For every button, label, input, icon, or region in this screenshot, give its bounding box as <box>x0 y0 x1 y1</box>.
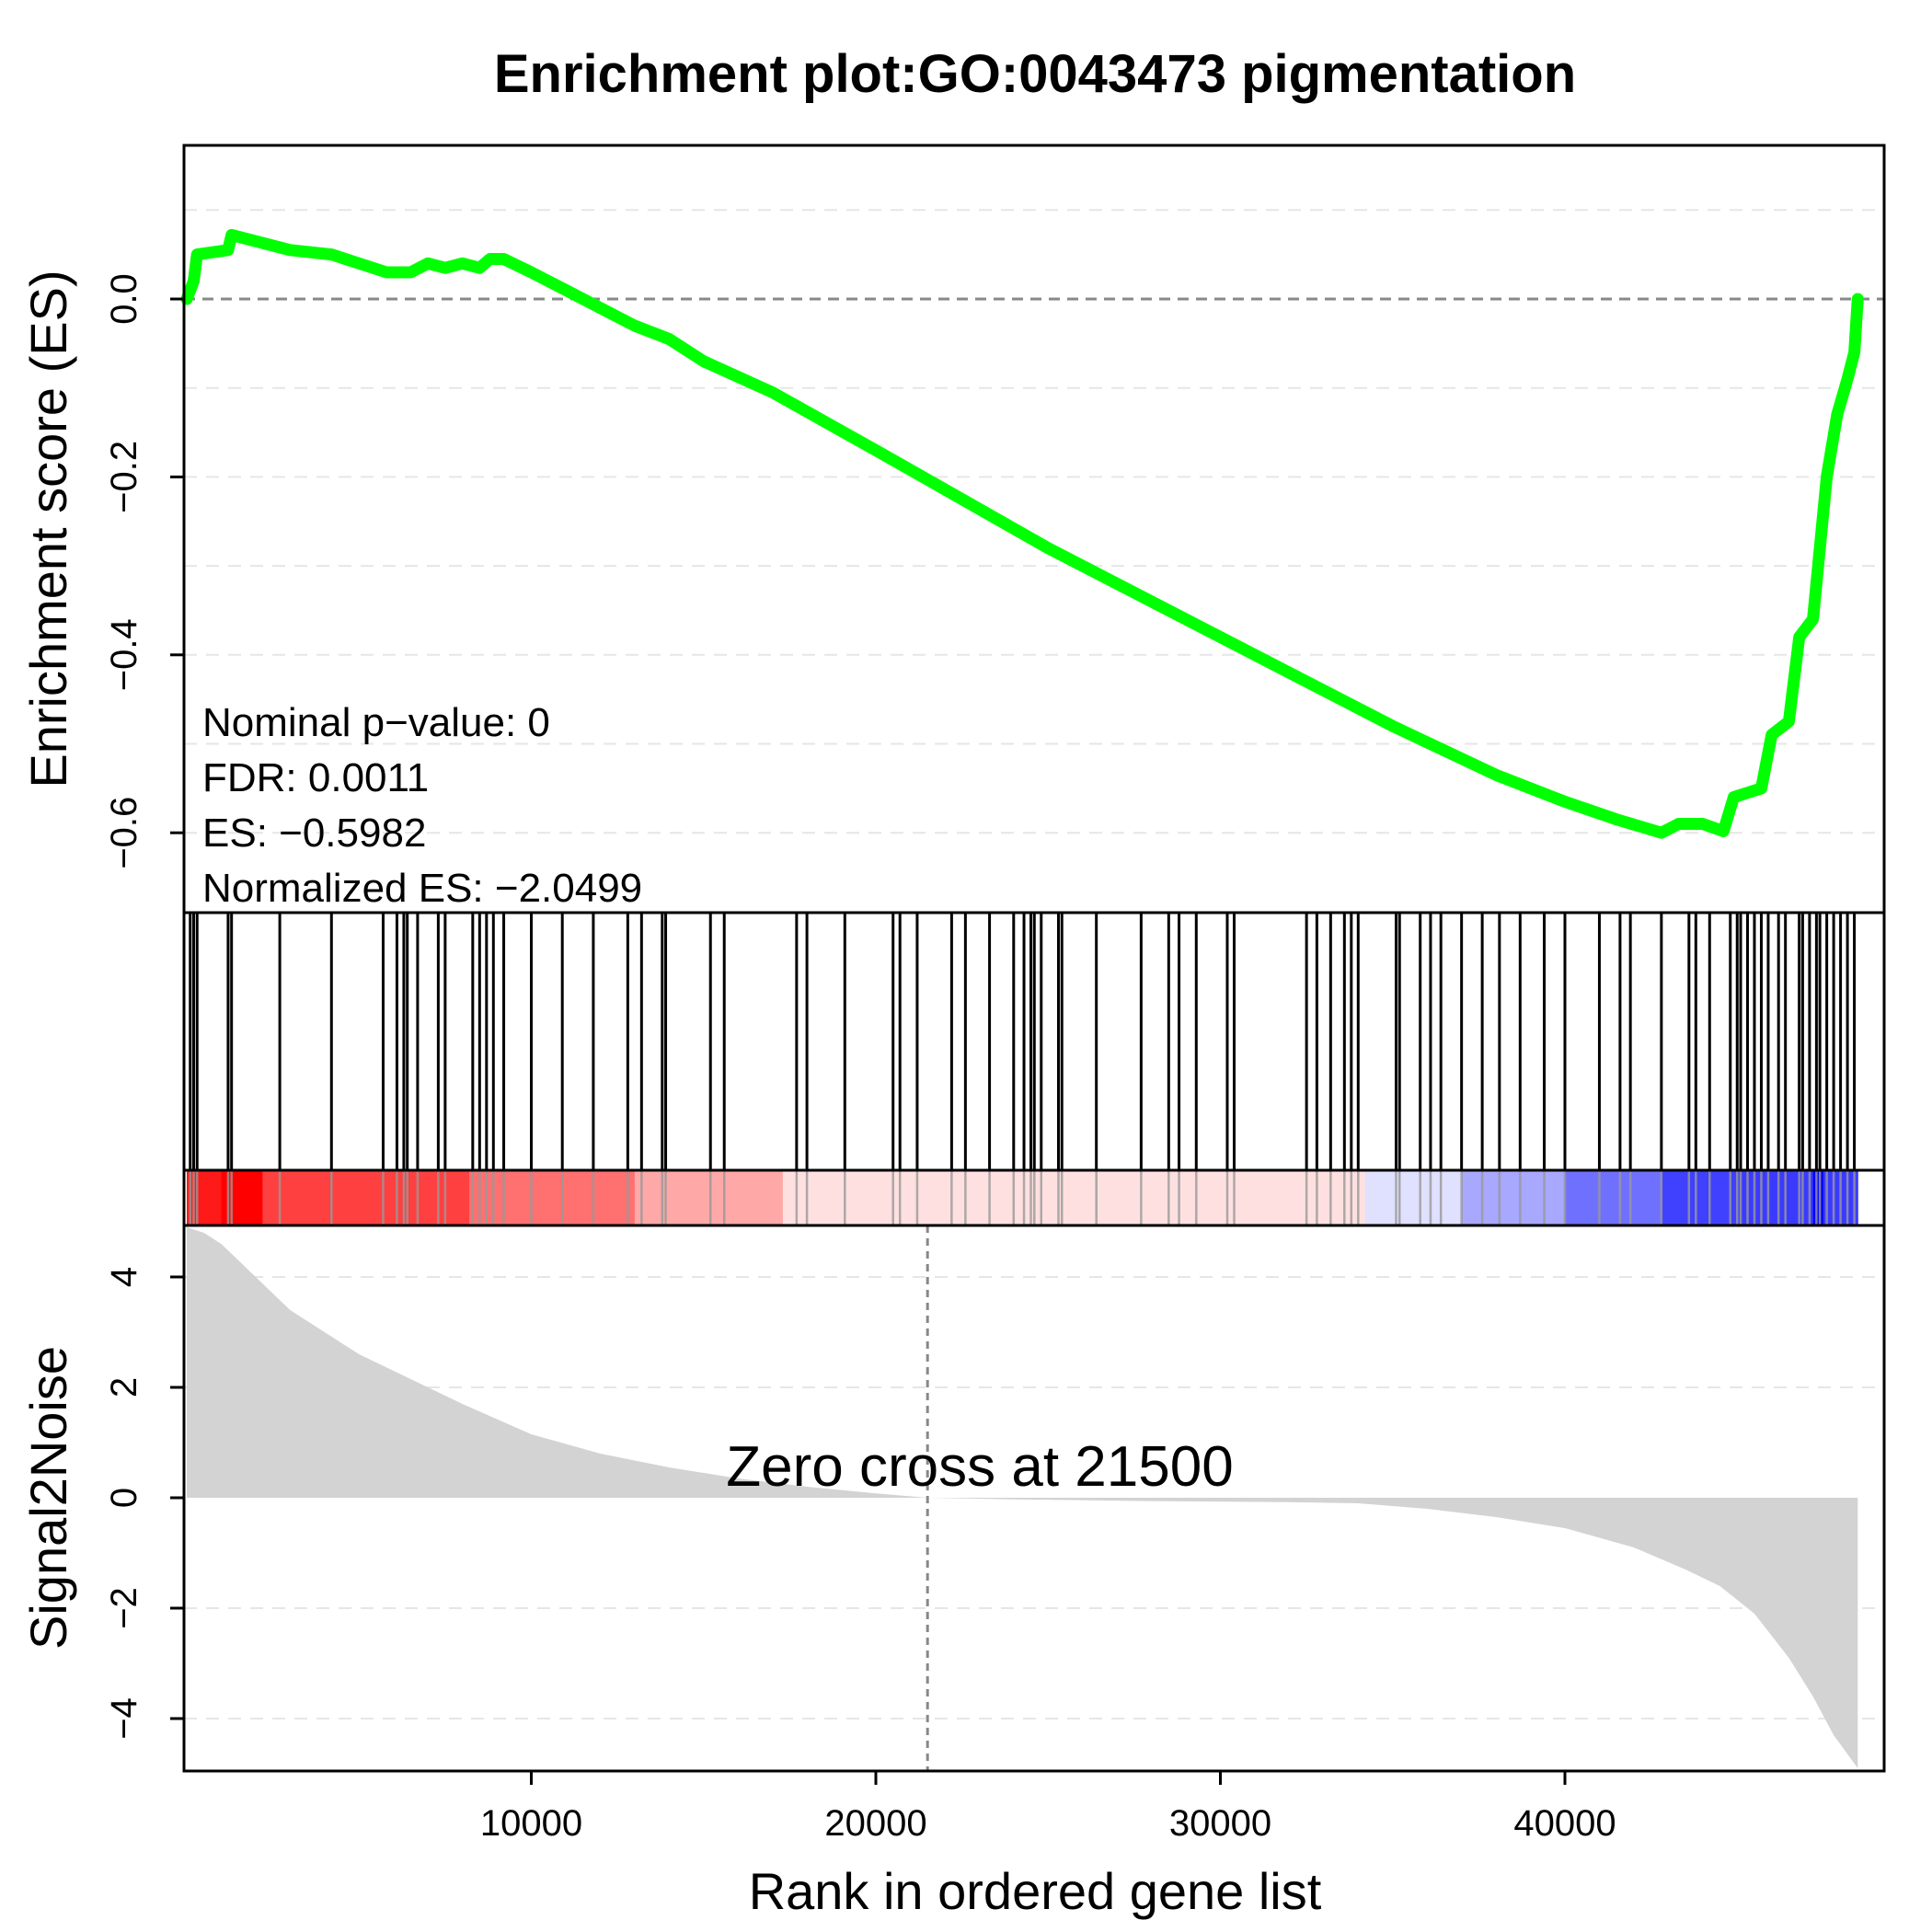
strip-segment <box>782 1170 1366 1225</box>
y-tick-label: −0.6 <box>104 797 144 869</box>
x-tick-label: 40000 <box>1513 1803 1616 1844</box>
strip-segment <box>1565 1170 1662 1225</box>
es-y-axis-label: Enrichment score (ES) <box>19 270 77 788</box>
x-axis: 10000 20000 30000 40000 <box>480 1771 1616 1844</box>
strip-segment <box>634 1170 784 1225</box>
es-gridlines <box>184 209 1884 834</box>
x-axis-label: Rank in ordered gene list <box>749 1862 1322 1920</box>
y-tick-label: −2 <box>104 1587 144 1629</box>
y-tick-label: 2 <box>104 1377 144 1397</box>
chart-title: Enrichment plot:GO:0043473 pigmentation <box>494 44 1576 104</box>
s2n-gridlines <box>184 1276 1884 1719</box>
y-tick-label: 4 <box>104 1267 144 1287</box>
strip-segment <box>1661 1170 1738 1225</box>
strip-segment <box>262 1170 470 1225</box>
y-tick-label: 0 <box>104 1488 144 1508</box>
x-tick-label: 30000 <box>1169 1803 1271 1844</box>
es-y-axis: 0.0 −0.2 −0.4 −0.6 <box>104 273 184 869</box>
gene-hit-barcode <box>189 913 1857 1170</box>
strip-segment <box>1364 1170 1463 1225</box>
s2n-y-axis-label: Signal2Noise <box>19 1346 77 1650</box>
running-es-line <box>180 228 1864 839</box>
s2n-y-axis: 4 2 0 −2 −4 <box>104 1267 184 1740</box>
y-tick-label: 0.0 <box>104 273 144 325</box>
stat-nominal-p: Nominal p−value: 0 <box>202 700 550 745</box>
stat-es: ES: −0.5982 <box>202 811 426 856</box>
strip-segment <box>187 1170 222 1225</box>
signal2noise-panel: Zero cross at 21500 4 2 0 −2 −4 Signal2Noise <box>19 1225 1884 1771</box>
x-tick-label: 20000 <box>824 1803 926 1844</box>
zero-cross-annotation: Zero cross at 21500 <box>726 1435 1233 1499</box>
y-tick-label: −0.2 <box>104 441 144 513</box>
y-tick-label: −4 <box>104 1697 144 1740</box>
x-tick-label: 10000 <box>480 1803 582 1844</box>
es-panel: 0.0 −0.2 −0.4 −0.6 Enrichment score (ES) No… <box>19 209 1884 911</box>
strip-segment <box>1812 1170 1824 1225</box>
strip-segment <box>469 1170 636 1225</box>
s2n-panel-frame <box>182 1224 1886 1773</box>
signal2noise-area <box>187 1227 1858 1768</box>
rank-color-strip <box>187 1170 1858 1225</box>
y-tick-label: −0.4 <box>104 618 144 691</box>
stat-fdr: FDR: 0.0011 <box>202 755 429 800</box>
strip-segment <box>1461 1170 1566 1225</box>
stat-nes: Normalized ES: −2.0499 <box>202 866 642 911</box>
strip-segment <box>1737 1170 1814 1225</box>
